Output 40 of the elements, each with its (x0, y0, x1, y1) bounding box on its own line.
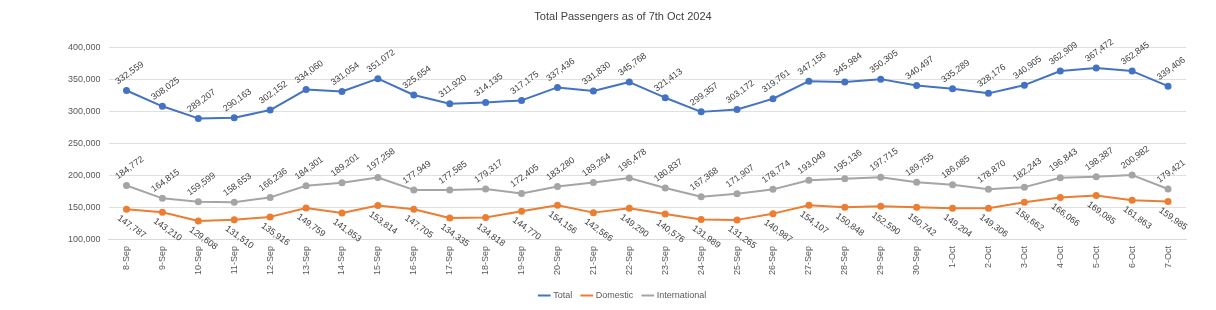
x-tick-label: 2-Oct (982, 245, 993, 268)
x-tick-label: 22-Sep (623, 245, 634, 276)
y-tick-label: 300,000 (67, 105, 101, 116)
x-tick-label: 15-Sep (372, 245, 383, 276)
x-tick-label: 6-Oct (1126, 245, 1137, 268)
chart-title: Total Passengers as of 7th Oct 2024 (534, 9, 712, 22)
x-tick-label: 1-Oct (947, 245, 958, 268)
x-tick-label: 26-Sep (767, 245, 778, 276)
x-tick-label: 20-Sep (551, 245, 562, 276)
x-tick-label: 13-Sep (300, 245, 311, 276)
x-tick-label: 9-Sep (156, 245, 167, 271)
x-tick-label: 25-Sep (731, 245, 742, 276)
x-tick-label: 17-Sep (444, 245, 455, 276)
x-tick-label: 14-Sep (336, 245, 347, 276)
x-tick-label: 23-Sep (659, 245, 670, 276)
legend-label: Total (553, 289, 573, 300)
x-tick-label: 28-Sep (839, 245, 850, 276)
x-tick-label: 8-Sep (120, 245, 131, 271)
x-tick-label: 7-Oct (1162, 245, 1173, 268)
x-tick-label: 5-Oct (1090, 245, 1101, 268)
y-tick-label: 100,000 (67, 234, 101, 245)
x-tick-label: 19-Sep (516, 245, 527, 276)
y-tick-label: 400,000 (67, 41, 101, 52)
y-tick-label: 150,000 (67, 202, 101, 213)
x-tick-label: 27-Sep (803, 245, 814, 276)
x-tick-label: 3-Oct (1018, 245, 1029, 268)
x-tick-label: 11-Sep (228, 245, 239, 275)
x-tick-label: 29-Sep (875, 245, 886, 276)
y-tick-label: 200,000 (67, 170, 101, 181)
x-tick-label: 21-Sep (587, 245, 598, 276)
legend-label: International (656, 289, 707, 300)
x-tick-label: 16-Sep (408, 245, 419, 276)
x-tick-label: 30-Sep (911, 245, 922, 276)
y-tick-label: 350,000 (67, 73, 101, 84)
legend-label: Domestic (595, 289, 634, 300)
x-tick-label: 18-Sep (480, 245, 491, 276)
x-tick-label: 12-Sep (264, 245, 275, 276)
y-tick-label: 250,000 (67, 138, 101, 149)
x-tick-label: 4-Oct (1054, 245, 1065, 268)
x-tick-label: 24-Sep (695, 245, 706, 276)
